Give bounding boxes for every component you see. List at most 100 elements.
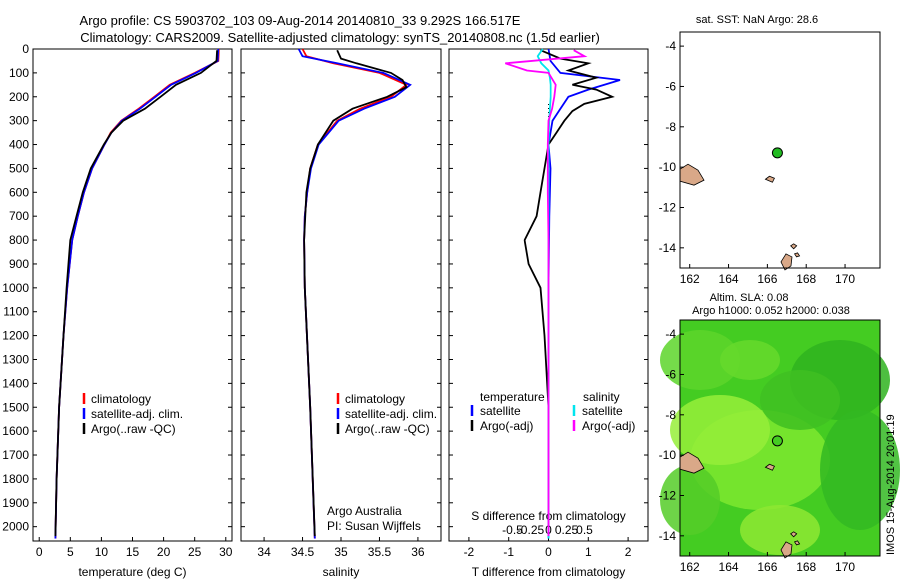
legend-label: climatology: [91, 392, 151, 406]
title-line2: Climatology: CARS2009. Satellite-adjuste…: [80, 30, 600, 45]
y-tick-label: 1600: [2, 424, 29, 438]
legend-label: Argo(..raw -QC): [345, 422, 430, 436]
x-tick-label-salinity: 36: [411, 545, 425, 559]
y-tick-label: 1800: [2, 472, 29, 486]
island: [790, 243, 798, 250]
island: [790, 531, 798, 538]
y-tick-label: 1200: [2, 329, 29, 343]
x-tick-label-temperature: 10: [95, 545, 109, 559]
x-tick-label-differences: -2: [464, 545, 475, 559]
x-tick-label-salinity: 34.5: [291, 545, 315, 559]
y-tick-label: 1000: [2, 281, 29, 295]
plot-frame-salinity: [240, 48, 442, 542]
series-differences-1: [525, 50, 613, 536]
map-y-tick-label: -10: [659, 448, 677, 462]
sla-blob: [660, 465, 720, 535]
island: [793, 252, 801, 258]
map-y-tick-label: -10: [659, 160, 677, 174]
legend-label: satellite: [582, 404, 623, 418]
sla-map-title-line2: Argo h1000: 0.052 h2000: 0.038: [692, 305, 850, 317]
s-tick-label: -0.5: [502, 523, 523, 537]
map-y-tick-label: -8: [665, 408, 676, 422]
map-x-tick-label: 164: [719, 560, 739, 574]
series-salinity-2: [304, 50, 406, 536]
x-tick-label-salinity: 35: [334, 545, 348, 559]
legend-label: Argo(-adj): [582, 419, 635, 433]
annotation-line2: PI: Susan Wijffels: [327, 519, 421, 533]
x-tick-label-temperature: 25: [188, 545, 202, 559]
x-tick-label-temperature: 5: [67, 545, 74, 559]
annotation-line1: Argo Australia: [327, 504, 402, 518]
map-x-tick-label: 170: [835, 272, 855, 286]
argo-location-marker: [771, 147, 783, 159]
salinity-panel: 34 34.5 35 35.5 36 salinity climatologysatelli…: [240, 48, 442, 579]
sst-map: 162 164 166 168 170 -4 -6 -8 -10 -12 -14: [659, 31, 881, 286]
legend-label: satellite: [480, 404, 521, 418]
s-tick-label: -0.25: [517, 523, 545, 537]
y-tick-label: 600: [9, 185, 29, 199]
map-y-tick-label: -12: [659, 200, 677, 214]
map-x-tick-label: 162: [680, 560, 700, 574]
map-y-tick-label: -6: [665, 367, 676, 381]
x-tick-label-salinity: 34: [257, 545, 271, 559]
map-y-tick-label: -12: [659, 488, 677, 502]
map-y-tick-label: -14: [659, 241, 677, 255]
series-differences-3: [505, 50, 584, 536]
x-tick-label-temperature: 15: [126, 545, 140, 559]
map-frame: [679, 319, 881, 557]
island: [780, 541, 793, 559]
map-x-tick-label: 164: [719, 272, 739, 286]
x-tick-label-salinity: 35.5: [368, 545, 392, 559]
legend-label: satellite-adj. clim.: [345, 407, 437, 421]
y-tick-label: 500: [9, 161, 29, 175]
x-tick-label-differences: 2: [625, 545, 632, 559]
island: [764, 463, 775, 471]
legend-title-salinity: salinity: [583, 390, 620, 404]
map-y-tick-label: -6: [665, 79, 676, 93]
legend-title-temperature: temperature: [480, 390, 545, 404]
y-tick-label: 800: [9, 233, 29, 247]
sla-map-title-line1: Altim. SLA: 0.08: [710, 292, 789, 304]
y-tick-label: 400: [9, 138, 29, 152]
y-tick-label: 0: [22, 42, 29, 56]
y-tick-label: 1100: [3, 305, 29, 319]
sst-map-title: sat. SST: NaN Argo: 28.6: [696, 14, 818, 26]
plot-frame-temperature: [32, 48, 233, 542]
y-tick-label: 900: [9, 257, 29, 271]
map-x-tick-label: 166: [757, 560, 777, 574]
map-y-tick-label: -4: [665, 327, 676, 341]
y-tick-label: 200: [9, 90, 29, 104]
difference-panel: -2 -1 0 1 2 T difference from climatology -0.5…: [448, 49, 649, 579]
series-temperature-2: [55, 50, 217, 536]
legend-label: climatology: [345, 392, 405, 406]
map-x-tick-label: 168: [796, 272, 816, 286]
y-tick-label: 700: [9, 209, 29, 223]
x-tick-label-temperature: 30: [219, 545, 233, 559]
x-tick-label-differences: 0: [545, 545, 552, 559]
y-tick-label: 1500: [2, 400, 29, 414]
map-frame: [679, 31, 881, 269]
x-tick-label-temperature: 0: [36, 545, 43, 559]
sla-map: 162 164 166 168 170 -4 -6 -8 -10 -12 -14: [659, 319, 900, 574]
map-y-tick-label: -4: [665, 39, 676, 53]
x-tick-label-differences: -1: [503, 545, 514, 559]
y-tick-label: 1700: [2, 448, 29, 462]
map-x-tick-label: 170: [835, 560, 855, 574]
x-axis-label-salinity: salinity: [323, 565, 360, 579]
map-y-tick-label: -14: [659, 529, 677, 543]
legend-label: Argo(..raw -QC): [91, 422, 176, 436]
sla-blob: [670, 395, 770, 465]
y-tick-label: 1900: [2, 496, 29, 510]
legend-label: Argo(-adj): [480, 419, 533, 433]
island: [780, 253, 793, 271]
sla-blob: [740, 505, 820, 555]
x-tick-label-differences: 1: [585, 545, 592, 559]
y-tick-label: 2000: [2, 520, 29, 534]
y-tick-label: 300: [9, 114, 29, 128]
map-x-tick-label: 166: [757, 272, 777, 286]
map-x-tick-label: 162: [680, 272, 700, 286]
x-axis-label-temperature: temperature (deg C): [78, 565, 186, 579]
sla-blob: [760, 370, 840, 430]
imos-timestamp: IMOS 15-Aug-2014 20:01:19: [885, 414, 897, 555]
